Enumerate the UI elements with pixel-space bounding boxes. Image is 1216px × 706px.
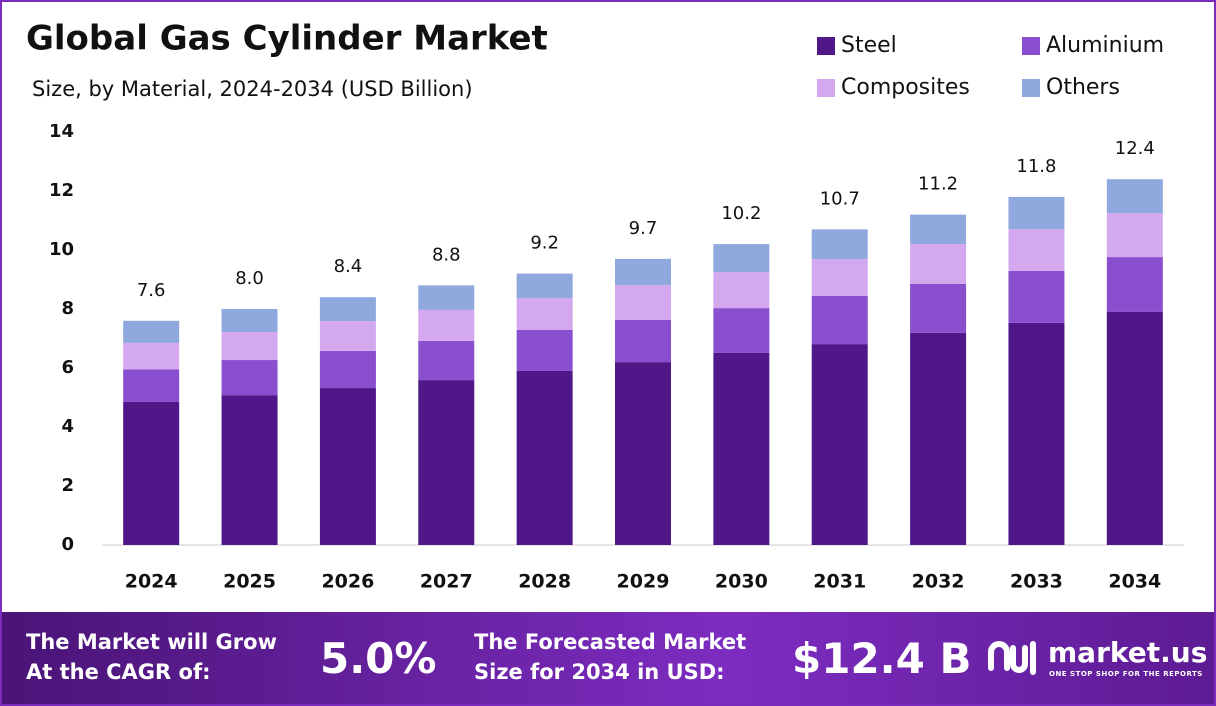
- total-label: 9.7: [629, 218, 658, 239]
- bar-segment: [319, 297, 376, 322]
- legend-label: Others: [1046, 75, 1120, 100]
- total-label: 11.8: [1016, 156, 1056, 177]
- legend-swatch: [817, 37, 835, 55]
- bar-segment: [811, 259, 868, 297]
- bar-segment: [319, 388, 376, 545]
- bar-segment: [221, 395, 278, 545]
- bar-segment: [910, 214, 967, 245]
- total-label: 8.0: [235, 268, 264, 289]
- bar-segment: [1106, 213, 1163, 258]
- y-tick-label: 14: [49, 121, 74, 142]
- x-tick-label: 2034: [1108, 571, 1161, 593]
- bar-segment: [615, 319, 671, 363]
- legend-swatch: [817, 79, 835, 97]
- bar-segment: [319, 321, 376, 351]
- forecast-label: The Forecasted Market Size for 2034 in US…: [474, 627, 746, 687]
- legend-swatch: [1022, 79, 1040, 97]
- bar-segment: [516, 329, 573, 371]
- bar-segment: [418, 285, 475, 310]
- bar-segment: [123, 401, 180, 545]
- legend-label: Aluminium: [1046, 33, 1164, 58]
- total-label: 12.4: [1115, 138, 1155, 159]
- legend-label: Composites: [841, 75, 970, 100]
- total-label: 9.2: [530, 233, 559, 254]
- cagr-label-line: At the CAGR of:: [26, 660, 211, 684]
- cagr-value: 5.0%: [320, 634, 437, 683]
- bar-segment: [615, 258, 671, 286]
- bar-segment: [1106, 311, 1163, 545]
- bar-segment: [1008, 229, 1065, 271]
- y-tick-label: 2: [61, 475, 74, 496]
- total-label: 11.2: [918, 174, 958, 195]
- x-tick-label: 2029: [617, 571, 670, 593]
- bar-segment: [615, 285, 671, 320]
- bar-segment: [713, 244, 770, 273]
- x-tick-label: 2028: [518, 571, 571, 593]
- bar-segment: [123, 369, 180, 402]
- y-tick-label: 0: [61, 534, 74, 555]
- forecast-label-line: The Forecasted Market: [474, 630, 747, 654]
- forecast-value: $12.4 B: [792, 634, 972, 683]
- legend-swatch: [1022, 37, 1040, 55]
- bar-segment: [1008, 196, 1065, 230]
- forecast-label-line: Size for 2034 in USD:: [474, 660, 725, 684]
- legend-label: Steel: [841, 33, 897, 58]
- bar-segment: [1106, 179, 1163, 214]
- x-tick-label: 2032: [912, 571, 965, 593]
- bar-segment: [221, 332, 278, 361]
- bar-segment: [221, 360, 278, 396]
- cagr-label: The Market will Grow At the CAGR of:: [26, 627, 277, 687]
- bar-segment: [418, 309, 475, 341]
- bar-segment: [1008, 322, 1065, 545]
- x-tick-label: 2024: [125, 571, 178, 593]
- x-tick-label: 2031: [813, 571, 866, 593]
- total-label: 8.8: [432, 244, 461, 265]
- bar-segment: [713, 308, 770, 353]
- logo-icon: [988, 641, 1036, 675]
- bar-segment: [811, 229, 868, 260]
- bar-segment: [516, 273, 573, 299]
- y-tick-label: 6: [61, 357, 74, 378]
- bar-segment: [1008, 270, 1065, 323]
- bar-segment: [123, 320, 180, 343]
- total-label: 7.6: [137, 280, 166, 301]
- bar-segment: [811, 344, 868, 545]
- footer: The Market will Grow At the CAGR of: 5.0%…: [2, 612, 1214, 704]
- bar-segment: [713, 352, 770, 545]
- total-label: 10.7: [820, 188, 860, 209]
- chart-title: Global Gas Cylinder Market: [26, 19, 548, 59]
- cagr-label-line: The Market will Grow: [26, 630, 277, 654]
- bar-segment: [516, 298, 573, 330]
- bar-segment: [418, 380, 475, 545]
- bar-segment: [811, 296, 868, 345]
- bar-segment: [1106, 257, 1163, 312]
- total-label: 8.4: [334, 256, 363, 277]
- total-label: 10.2: [721, 203, 761, 224]
- chart: Global Gas Cylinder Market Size, by Mate…: [26, 19, 1184, 593]
- y-tick-label: 4: [61, 416, 74, 437]
- x-tick-label: 2025: [223, 571, 276, 593]
- bar-segment: [516, 370, 573, 545]
- y-tick-label: 12: [49, 180, 74, 201]
- bar-segment: [713, 272, 770, 309]
- bar-segment: [910, 332, 967, 545]
- y-tick-label: 10: [49, 239, 74, 260]
- x-tick-label: 2030: [715, 571, 768, 593]
- x-tick-label: 2026: [321, 571, 374, 593]
- bar-segment: [319, 350, 376, 389]
- chart-subtitle: Size, by Material, 2024-2034 (USD Billio…: [32, 77, 473, 101]
- y-tick-label: 8: [61, 298, 74, 319]
- brand: market.us: [1048, 636, 1208, 669]
- bar-segment: [221, 309, 278, 333]
- bar-segment: [910, 283, 967, 333]
- tagline: ONE STOP SHOP FOR THE REPORTS: [1049, 670, 1203, 678]
- bar-segment: [910, 244, 967, 284]
- bar-segment: [123, 342, 180, 370]
- bar-segment: [418, 340, 475, 381]
- bar-segment: [615, 362, 671, 545]
- x-tick-label: 2033: [1010, 571, 1063, 593]
- x-tick-label: 2027: [420, 571, 473, 593]
